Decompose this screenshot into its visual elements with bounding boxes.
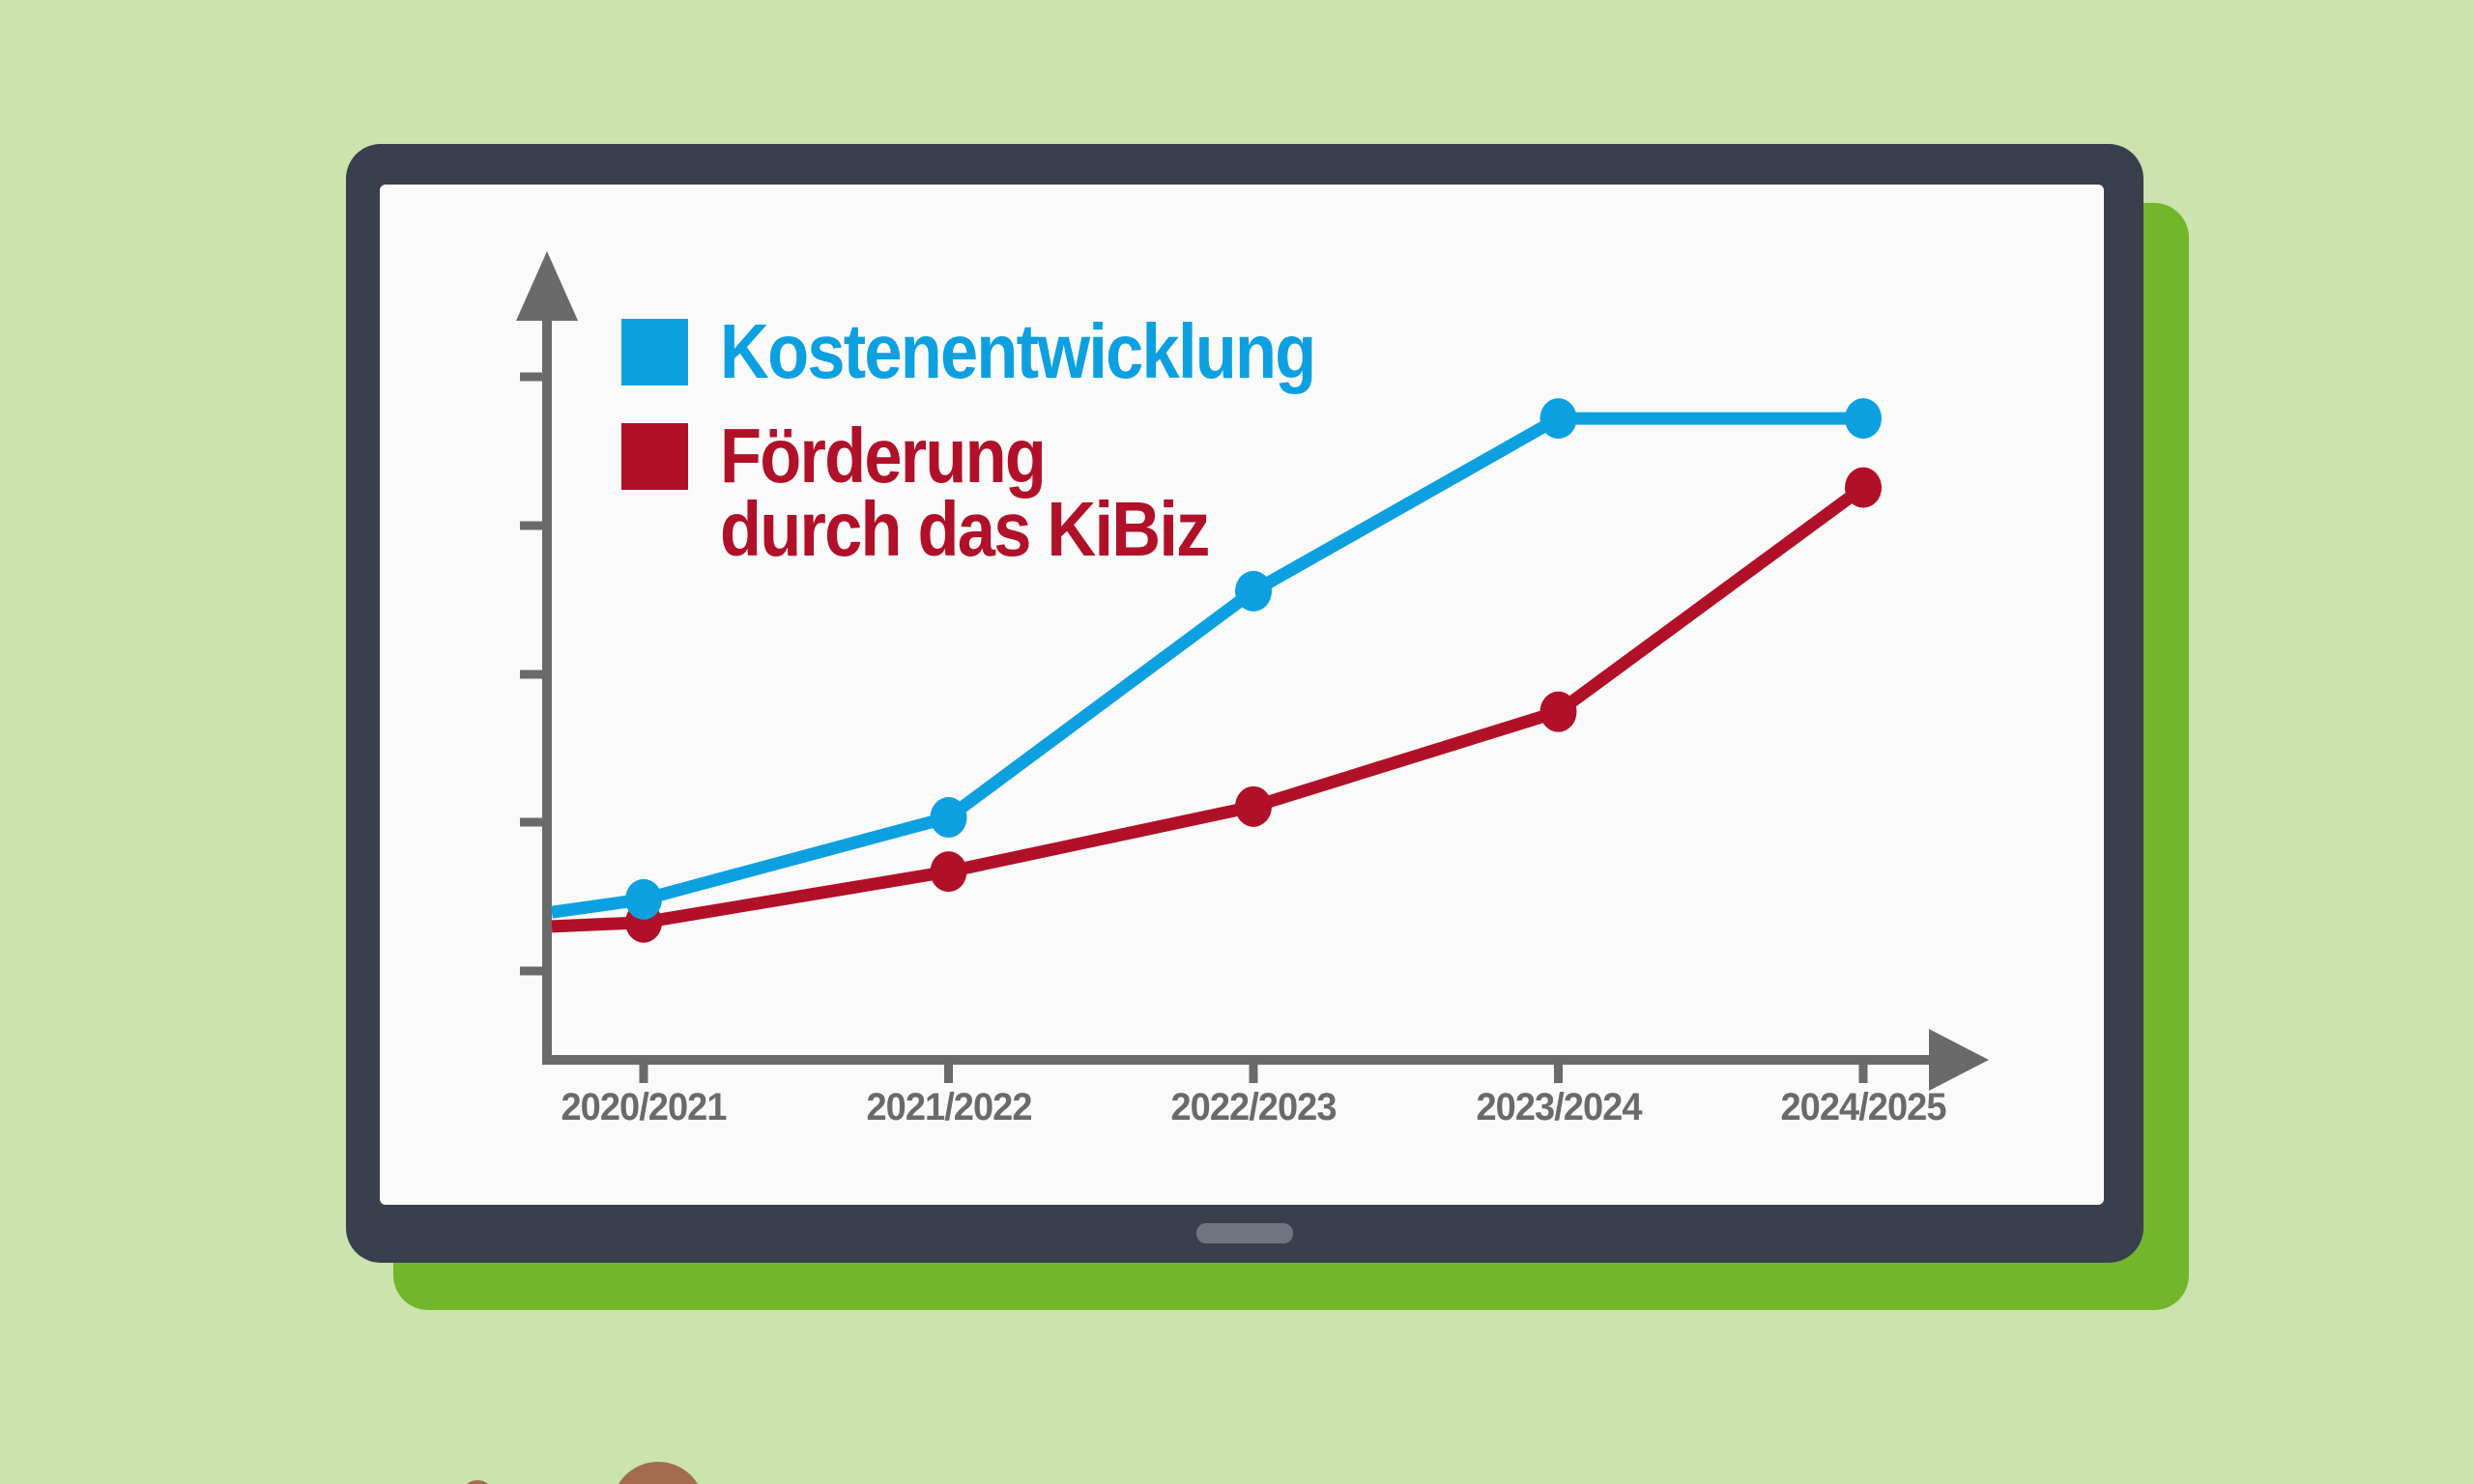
series-1-point-1: [930, 851, 967, 893]
series-0-point-2: [1235, 570, 1272, 612]
x-axis-label-2024-2025: 2024/2025: [1780, 1086, 1946, 1128]
series-0-point-3: [1539, 398, 1577, 440]
legend-label-kostenentwicklung: Kostenentwicklung: [720, 308, 1316, 394]
x-axis-arrowhead: [1929, 1029, 1989, 1091]
series-0-point-0: [625, 878, 662, 920]
y-axis-arrowhead: [516, 251, 578, 321]
legend-swatch-foerderung-kibiz: [621, 423, 688, 490]
series-1-point-4: [1845, 467, 1882, 508]
decorative-circle-small: [461, 1480, 494, 1484]
x-axis-label-2023-2024: 2023/2024: [1475, 1086, 1642, 1128]
tablet-home-button: [1196, 1223, 1293, 1243]
series-0-point-4: [1845, 398, 1882, 440]
series-1-point-2: [1235, 785, 1272, 827]
series-1-point-3: [1539, 691, 1577, 732]
decorative-circle-large: [612, 1462, 705, 1484]
x-axis-label-2021-2022: 2021/2022: [865, 1086, 1032, 1128]
x-axis-label-2020-2021: 2020/2021: [561, 1086, 727, 1128]
legend-swatch-kostenentwicklung: [621, 319, 688, 385]
legend-label-foerderung-kibiz: Förderung durch das KiBiz: [720, 413, 1210, 572]
series-0-point-1: [930, 797, 967, 839]
x-axis-label-2022-2023: 2022/2023: [1170, 1086, 1337, 1128]
